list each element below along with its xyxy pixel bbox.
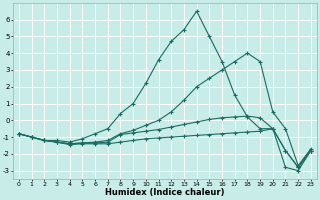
- X-axis label: Humidex (Indice chaleur): Humidex (Indice chaleur): [105, 188, 225, 197]
